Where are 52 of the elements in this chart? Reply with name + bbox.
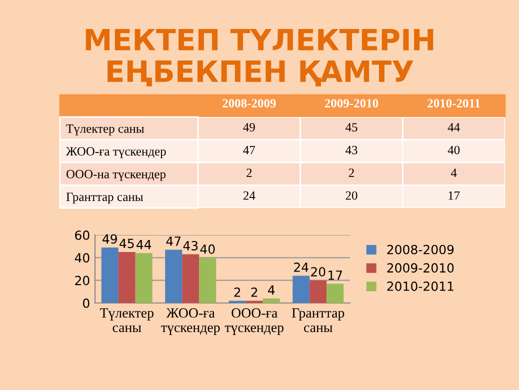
y-tick-label: 40 (74, 253, 90, 263)
x-tick-label: 2010-2011 (428, 99, 480, 108)
y-tick-label: ЖОО-ға түскендер (66, 147, 166, 158)
data-label: 44 (448, 123, 460, 132)
data-label: 45 (345, 123, 358, 132)
data-label: 17 (448, 191, 460, 200)
data-label: 24 (243, 191, 256, 200)
x-tick-label: Гранттар саны (292, 308, 344, 332)
data-label: 47 (166, 236, 181, 246)
y-tick-label: ООО-на түскендер (66, 170, 166, 181)
bar (165, 250, 182, 303)
bar (326, 284, 344, 303)
bar (182, 254, 200, 303)
x-tick-label: ЖОО-ға түскендер (161, 308, 220, 335)
y-tick-label: 0 (83, 298, 90, 308)
bar (262, 298, 280, 303)
legend-label: 2010-2011 (387, 282, 454, 291)
bar (292, 276, 310, 303)
data-label: 47 (243, 146, 256, 154)
data-label: 24 (294, 262, 308, 272)
data-label: 2 (251, 287, 258, 297)
data-label: 43 (183, 241, 198, 250)
data-label: 40 (448, 146, 460, 154)
chart-title: МЕКТЕП ТҮЛЕКТЕРІН ЕҢБЕКПЕН ҚАМТУ (86, 29, 434, 86)
y-tick-label: 60 (75, 230, 90, 240)
x-tick-label: 2009-2010 (324, 99, 378, 108)
legend-label: 2009-2010 (387, 263, 454, 273)
legend-label: 2008-2009 (387, 244, 454, 254)
x-tick-label: ООО-ға түскендер (224, 308, 284, 335)
data-label: 20 (346, 191, 358, 200)
data-label: 40 (200, 244, 215, 254)
data-label: 4 (268, 285, 275, 294)
data-label: 49 (102, 234, 117, 244)
data-label: 20 (311, 267, 326, 277)
bar (118, 252, 136, 303)
bar (101, 247, 118, 303)
data-label: 45 (120, 238, 134, 248)
data-label: 2 (246, 168, 252, 177)
x-tick-label: 2008-2009 (222, 99, 276, 108)
data-label: 49 (243, 123, 255, 132)
data-label: 4 (450, 168, 457, 177)
y-tick-label: Гранттар саны (66, 192, 143, 204)
data-label: 2 (234, 287, 240, 297)
data-label: 17 (328, 270, 342, 280)
bar (310, 280, 327, 303)
bar (199, 258, 216, 303)
data-label: 43 (345, 146, 358, 154)
data-label: 44 (136, 240, 152, 250)
y-tick-label: 20 (75, 276, 90, 286)
data-label: 2 (348, 168, 354, 177)
bar (135, 253, 152, 303)
y-tick-label: Түлектер саны (66, 124, 144, 136)
